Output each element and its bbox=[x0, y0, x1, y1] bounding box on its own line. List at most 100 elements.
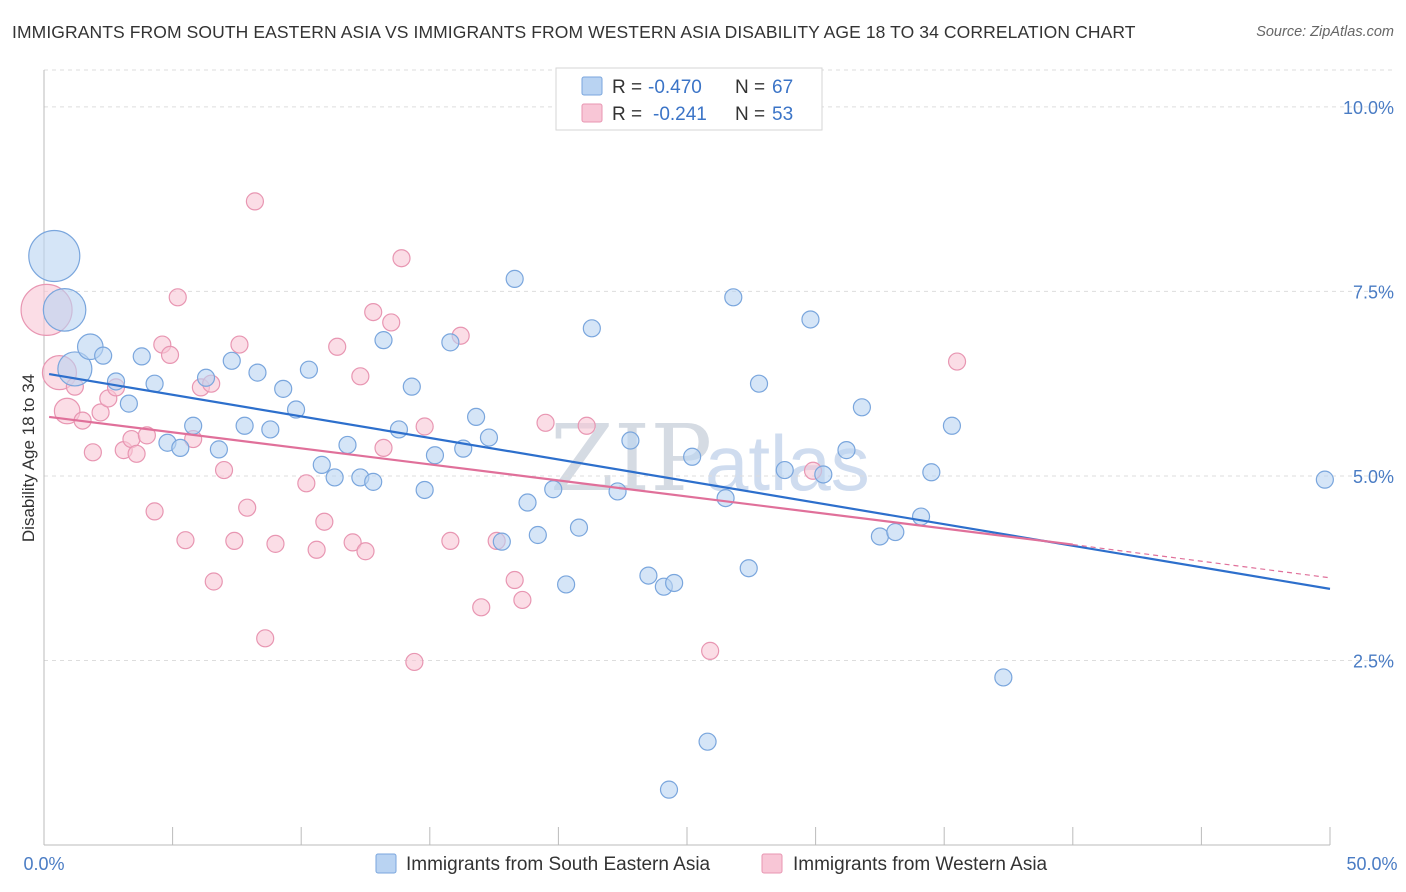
south-eastern-asia-point bbox=[528, 525, 547, 545]
south-eastern-asia-point bbox=[171, 438, 190, 458]
south-eastern-asia-point bbox=[852, 398, 871, 417]
legend-r-label-1: R = bbox=[612, 77, 642, 98]
south-eastern-asia-point bbox=[389, 420, 409, 439]
y-tick-label: 7.5% bbox=[1353, 282, 1394, 302]
x-ticks bbox=[43, 827, 1331, 845]
grid-lines bbox=[44, 69, 1394, 661]
south-eastern-asia-point bbox=[639, 566, 658, 585]
south-eastern-asia-point bbox=[724, 288, 743, 307]
y-tick-label: 5.0% bbox=[1353, 467, 1394, 487]
western-asia-point bbox=[297, 474, 316, 493]
south-eastern-asia-point bbox=[196, 368, 216, 387]
south-eastern-asia-point bbox=[425, 446, 445, 465]
south-eastern-asia-point bbox=[739, 559, 758, 578]
western-asia-point bbox=[947, 352, 967, 371]
south-eastern-asia-point bbox=[466, 407, 486, 427]
western-asia-point bbox=[382, 313, 401, 332]
western-asia-point bbox=[256, 629, 275, 648]
south-eastern-asia-points bbox=[28, 229, 1334, 799]
western-asia-point bbox=[225, 531, 244, 551]
south-eastern-asia-point bbox=[911, 507, 931, 526]
south-eastern-asia-point bbox=[608, 482, 627, 501]
western-asia-point bbox=[405, 652, 424, 672]
western-asia-point bbox=[266, 534, 285, 553]
western-asia-point bbox=[505, 570, 524, 590]
bottom-legend-swatch-pink bbox=[761, 853, 783, 874]
y-tick-labels: 2.5% 5.0% 7.5% 10.0% bbox=[1343, 98, 1394, 672]
south-eastern-asia-point bbox=[374, 331, 393, 350]
western-asia-point bbox=[701, 641, 720, 660]
western-asia-point bbox=[127, 444, 146, 463]
western-asia-points bbox=[20, 192, 967, 672]
western-asia-point bbox=[351, 367, 370, 386]
south-eastern-asia-point bbox=[402, 377, 421, 396]
south-eastern-asia-point bbox=[557, 575, 576, 594]
south-eastern-asia-point bbox=[775, 460, 794, 480]
legend-swatch-blue bbox=[581, 76, 603, 96]
y-tick-label: 2.5% bbox=[1353, 651, 1394, 671]
bottom-legend-swatch-blue bbox=[375, 853, 397, 874]
western-asia-point bbox=[364, 302, 383, 322]
south-eastern-asia-point bbox=[119, 394, 138, 413]
south-eastern-asia-point bbox=[837, 441, 856, 460]
south-eastern-asia-point bbox=[312, 455, 331, 474]
western-asia-point bbox=[441, 531, 460, 551]
western-asia-point bbox=[415, 417, 434, 436]
south-eastern-asia-point bbox=[338, 435, 357, 455]
top-legend: R = -0.470 N = 67 R = -0.241 N = 53 bbox=[555, 67, 823, 131]
x-tick-label-min: 0.0% bbox=[23, 854, 64, 874]
western-asia-point bbox=[472, 598, 491, 617]
south-eastern-asia-point bbox=[922, 463, 941, 482]
south-eastern-asia-point bbox=[716, 488, 735, 508]
south-eastern-asia-point bbox=[274, 379, 293, 398]
y-axis-title: Disability Age 18 to 34 bbox=[19, 374, 38, 542]
south-eastern-asia-point bbox=[28, 229, 81, 283]
south-eastern-asia-point bbox=[870, 527, 890, 546]
legend-swatch-pink bbox=[581, 103, 603, 123]
western-asia-point bbox=[160, 345, 180, 365]
legend-r-value-1: -0.470 bbox=[648, 77, 702, 98]
western-asia-point bbox=[356, 542, 375, 561]
south-eastern-asia-point bbox=[518, 493, 537, 512]
south-eastern-asia-point bbox=[209, 440, 228, 459]
south-eastern-asia-point bbox=[698, 732, 717, 751]
south-eastern-asia-point bbox=[569, 518, 589, 537]
south-eastern-asia-point bbox=[582, 319, 601, 338]
south-eastern-asia-point bbox=[544, 480, 563, 499]
south-eastern-asia-point bbox=[1315, 470, 1334, 489]
south-eastern-asia-point bbox=[325, 468, 344, 487]
western-asia-trend-line bbox=[49, 415, 1073, 546]
bottom-legend-label-2: Immigrants from Western Asia bbox=[793, 854, 1048, 875]
south-eastern-asia-point bbox=[248, 363, 267, 382]
south-eastern-asia-point bbox=[665, 573, 684, 593]
south-eastern-asia-point bbox=[479, 428, 499, 447]
western-asia-point bbox=[91, 403, 110, 422]
south-eastern-asia-point bbox=[942, 416, 962, 435]
chart-title: IMMIGRANTS FROM SOUTH EASTERN ASIA VS IM… bbox=[12, 22, 1136, 42]
south-eastern-asia-point bbox=[364, 472, 383, 491]
south-eastern-asia-point bbox=[801, 310, 820, 329]
south-eastern-asia-trend-line bbox=[48, 373, 1331, 590]
western-asia-point bbox=[214, 460, 234, 480]
south-eastern-asia-point bbox=[132, 347, 151, 366]
south-eastern-asia-point bbox=[659, 780, 679, 799]
south-eastern-asia-point bbox=[299, 360, 319, 379]
south-eastern-asia-point bbox=[749, 374, 769, 393]
south-eastern-asia-point bbox=[94, 346, 113, 365]
legend-r-value-2: -0.241 bbox=[653, 104, 707, 125]
x-tick-label-max: 50.0% bbox=[1346, 854, 1397, 874]
legend-n-value-2: 53 bbox=[772, 104, 793, 125]
western-asia-point bbox=[176, 531, 195, 550]
western-asia-point bbox=[315, 512, 334, 531]
western-asia-point bbox=[83, 443, 102, 462]
western-asia-point bbox=[536, 413, 555, 432]
south-eastern-asia-point bbox=[441, 333, 460, 352]
western-asia-point bbox=[307, 540, 326, 559]
source-label: Source: ZipAtlas.com bbox=[1256, 24, 1394, 40]
y-tick-label: 10.0% bbox=[1343, 98, 1394, 118]
south-eastern-asia-point bbox=[994, 668, 1013, 687]
bottom-legend: Immigrants from South Eastern Asia Immig… bbox=[375, 853, 1048, 875]
south-eastern-asia-point bbox=[222, 351, 241, 370]
western-asia-point bbox=[374, 438, 393, 458]
